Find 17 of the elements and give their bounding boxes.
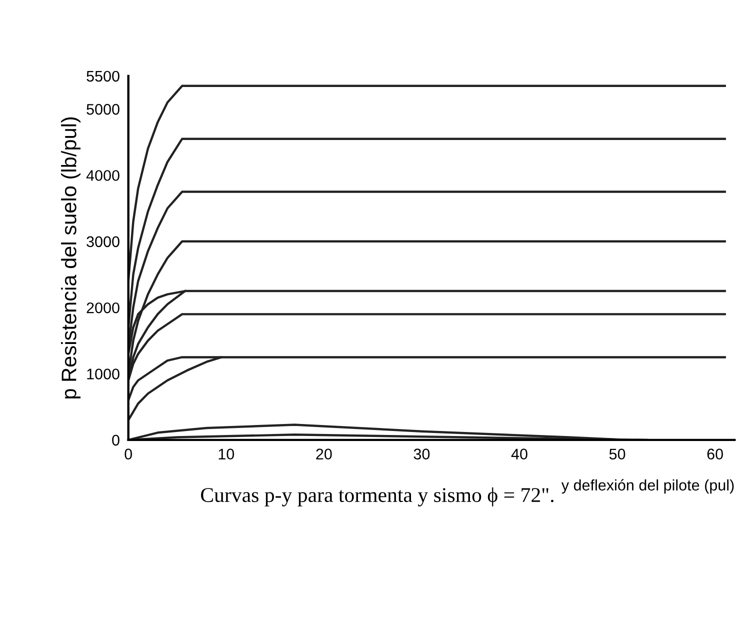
y-tick-label: 5000 bbox=[86, 104, 120, 115]
x-tick-label: 0 bbox=[124, 448, 132, 460]
y-tick-label: 4000 bbox=[86, 170, 120, 181]
text: Curvas p-y para tormenta y sismo ϕ = 72". bbox=[201, 487, 554, 506]
y-tick-label: 5500 bbox=[86, 70, 120, 82]
x-tick-label: 60 bbox=[707, 448, 723, 460]
y-tick-label: 0 bbox=[112, 434, 120, 446]
x-tick-label: 40 bbox=[511, 448, 528, 460]
x-tick-label: 10 bbox=[218, 448, 234, 460]
x-axis-title: y deflexión del pilote (pul) bbox=[561, 479, 734, 494]
y-tick-label: 1000 bbox=[87, 368, 120, 380]
x-tick-label: 50 bbox=[609, 448, 626, 460]
x-tick-label: 20 bbox=[316, 448, 332, 460]
y-tick-label: 2000 bbox=[86, 302, 120, 314]
y-axis-title: p Resistencia del suelo (lb/pul) bbox=[61, 117, 80, 398]
y-tick-label: 3000 bbox=[86, 236, 120, 248]
x-tick-label: 30 bbox=[414, 448, 430, 460]
